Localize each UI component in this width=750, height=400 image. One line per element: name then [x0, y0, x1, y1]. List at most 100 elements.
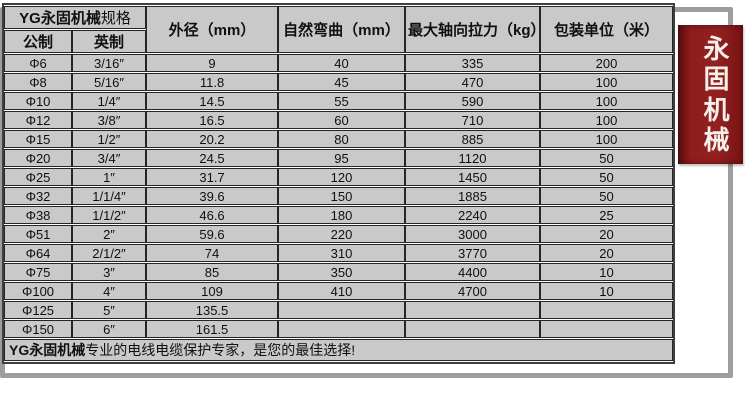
table-row: Φ10 1/4″ 14.5 55 590 100 — [4, 92, 674, 110]
cell: 2240 — [405, 206, 541, 224]
cell: 16.5 — [146, 111, 279, 129]
cell: 3/8″ — [72, 111, 147, 129]
cell: 200 — [540, 54, 674, 72]
cell: Φ20 — [4, 149, 72, 167]
cell: 55 — [278, 92, 406, 110]
cell: Φ32 — [4, 187, 72, 205]
cell: 1450 — [405, 168, 541, 186]
cell: 5″ — [72, 301, 147, 319]
cell: 10 — [540, 263, 674, 281]
table-row: Φ51 2″ 59.6 220 3000 20 — [4, 225, 674, 243]
cell: 20.2 — [146, 130, 279, 148]
cell: Φ51 — [4, 225, 72, 243]
cell: 4700 — [405, 282, 541, 300]
table-title-suffix: 规格 — [100, 10, 131, 27]
col-header-max-axial-pull: 最大轴向拉力（kg） — [405, 6, 541, 53]
banner-character: 械 — [703, 125, 730, 156]
table-row: Φ12 3/8″ 16.5 60 710 100 — [4, 111, 674, 129]
cell: Φ15 — [4, 130, 72, 148]
banner-character: 永 — [703, 33, 730, 64]
banner-character: 固 — [703, 64, 730, 95]
cell: 2/1/2″ — [72, 244, 147, 262]
cell: 3/16″ — [72, 54, 147, 72]
cell: 310 — [278, 244, 406, 262]
cell: 1885 — [405, 187, 541, 205]
cell — [540, 301, 674, 319]
footer-slogan: YG永固机械专业的电线电缆保护专家，是您的最佳选择! — [4, 339, 674, 361]
cell: 100 — [540, 130, 674, 148]
cell: 350 — [278, 263, 406, 281]
cell: 1/1/2″ — [72, 206, 147, 224]
cell: 24.5 — [146, 149, 279, 167]
cell: Φ25 — [4, 168, 72, 186]
cell: 1/1/4″ — [72, 187, 147, 205]
cell: 59.6 — [146, 225, 279, 243]
spec-table-body: Φ6 3/16″ 9 40 335 200 Φ8 5/16″ 11.8 45 470 100 Φ10 1/… — [4, 54, 674, 338]
cell: 120 — [278, 168, 406, 186]
table-row: Φ8 5/16″ 11.8 45 470 100 — [4, 73, 674, 91]
banner-character: 机 — [703, 94, 730, 125]
cell: Φ100 — [4, 282, 72, 300]
cell: 410 — [278, 282, 406, 300]
footer-brand: YG永固机械 — [9, 342, 86, 358]
spec-table-head: YG永固机械规格 外径（mm） 自然弯曲（mm） 最大轴向拉力（kg） 包装单位… — [4, 6, 674, 53]
cell: 100 — [540, 92, 674, 110]
cell: 3/4″ — [72, 149, 147, 167]
brand-banner: 永固机械 — [678, 25, 743, 164]
cell: 9 — [146, 54, 279, 72]
table-row: Φ6 3/16″ 9 40 335 200 — [4, 54, 674, 72]
table-row: Φ32 1/1/4″ 39.6 150 1885 50 — [4, 187, 674, 205]
cell: Φ64 — [4, 244, 72, 262]
cell: Φ150 — [4, 320, 72, 338]
cell: 50 — [540, 168, 674, 186]
table-row: Φ100 4″ 109 410 4700 10 — [4, 282, 674, 300]
cell: 4400 — [405, 263, 541, 281]
cell: 80 — [278, 130, 406, 148]
cell: 2″ — [72, 225, 147, 243]
cell: 31.7 — [146, 168, 279, 186]
cell: 20 — [540, 225, 674, 243]
cell: 885 — [405, 130, 541, 148]
cell: 710 — [405, 111, 541, 129]
table-row: Φ25 1″ 31.7 120 1450 50 — [4, 168, 674, 186]
table-row: Φ38 1/1/2″ 46.6 180 2240 25 — [4, 206, 674, 224]
table-row: Φ125 5″ 135.5 — [4, 301, 674, 319]
cell: 1120 — [405, 149, 541, 167]
cell: Φ38 — [4, 206, 72, 224]
cell: 14.5 — [146, 92, 279, 110]
col-header-natural-bend: 自然弯曲（mm） — [278, 6, 406, 53]
cell: Φ8 — [4, 73, 72, 91]
footer-row: YG永固机械专业的电线电缆保护专家，是您的最佳选择! — [4, 339, 674, 361]
table-row: Φ15 1/2″ 20.2 80 885 100 — [4, 130, 674, 148]
cell — [405, 301, 541, 319]
cell: 20 — [540, 244, 674, 262]
cell: 161.5 — [146, 320, 279, 338]
cell — [278, 301, 406, 319]
table-row: Φ64 2/1/2″ 74 310 3770 20 — [4, 244, 674, 262]
cell: 40 — [278, 54, 406, 72]
cell — [405, 320, 541, 338]
cell: 74 — [146, 244, 279, 262]
cell: 590 — [405, 92, 541, 110]
table-row: Φ20 3/4″ 24.5 95 1120 50 — [4, 149, 674, 167]
col-header-imperial: 英制 — [72, 30, 147, 53]
cell: Φ125 — [4, 301, 72, 319]
header-row-1: YG永固机械规格 外径（mm） 自然弯曲（mm） 最大轴向拉力（kg） 包装单位… — [4, 6, 674, 53]
cell: 1/4″ — [72, 92, 147, 110]
cell: 45 — [278, 73, 406, 91]
cell: 95 — [278, 149, 406, 167]
cell: 5/16″ — [72, 73, 147, 91]
cell: 25 — [540, 206, 674, 224]
cell — [278, 320, 406, 338]
cell: 39.6 — [146, 187, 279, 205]
cell: 6″ — [72, 320, 147, 338]
col-header-outer-diameter: 外径（mm） — [146, 6, 279, 53]
cell: Φ75 — [4, 263, 72, 281]
header-row-2: 公制 英制 — [4, 30, 673, 53]
table-row: Φ75 3″ 85 350 4400 10 — [4, 263, 674, 281]
cell: 3″ — [72, 263, 147, 281]
spec-table: YG永固机械规格 外径（mm） 自然弯曲（mm） 最大轴向拉力（kg） 包装单位… — [2, 3, 676, 364]
footer-slogan-text: 专业的电线电缆保护专家，是您的最佳选择! — [85, 342, 356, 358]
cell: 470 — [405, 73, 541, 91]
cell: 109 — [146, 282, 279, 300]
